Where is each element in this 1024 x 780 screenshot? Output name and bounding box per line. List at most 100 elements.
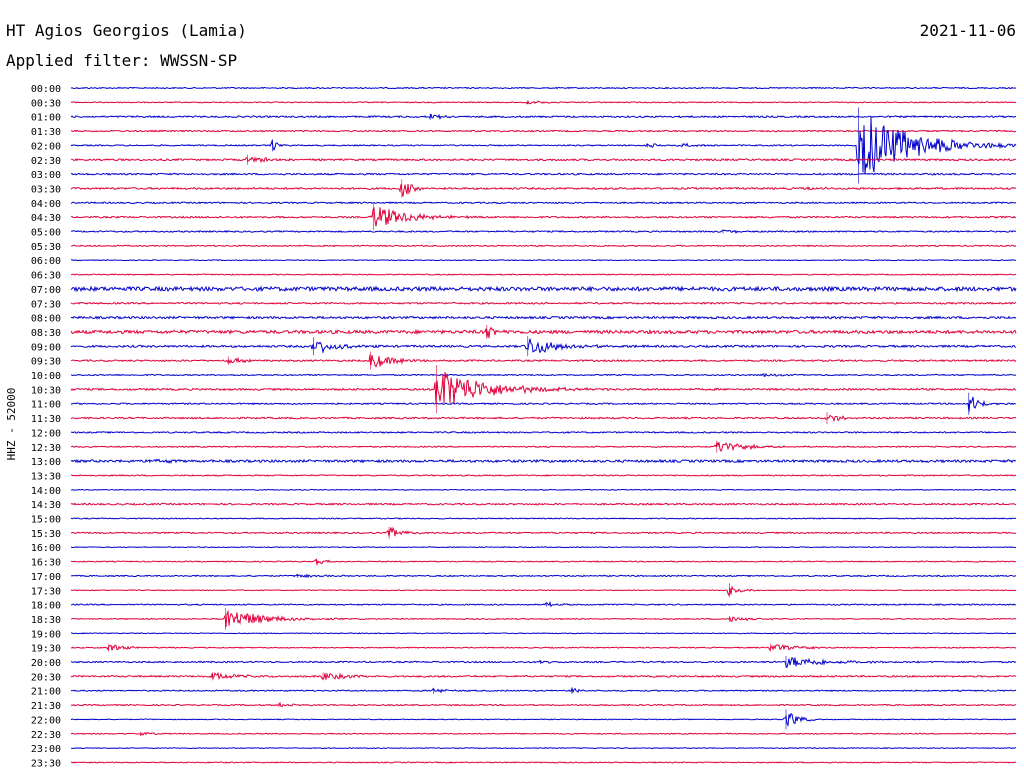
row-label: 13:30 xyxy=(31,471,61,482)
row-label: 08:30 xyxy=(31,328,61,339)
row-label: 05:30 xyxy=(31,242,61,253)
trace-row xyxy=(70,315,1017,320)
row-label: 16:30 xyxy=(31,558,61,569)
trace-row xyxy=(70,526,1017,537)
row-label: 09:30 xyxy=(31,357,61,368)
trace-row xyxy=(70,657,1017,669)
trace-row xyxy=(70,632,1017,635)
trace-row xyxy=(70,117,1017,174)
trace-row xyxy=(70,573,1017,579)
trace-row xyxy=(70,686,1017,694)
trace-row xyxy=(70,285,1017,293)
trace-row xyxy=(70,600,1017,608)
trace-row xyxy=(70,609,1017,628)
row-label: 17:30 xyxy=(31,586,61,597)
trace-row xyxy=(70,585,1017,597)
row-label: 07:00 xyxy=(31,285,61,296)
trace-row xyxy=(70,414,1017,423)
row-label: 03:00 xyxy=(31,170,61,181)
row-label: 10:00 xyxy=(31,371,61,382)
row-label: 22:30 xyxy=(31,730,61,741)
plot-date: 2021-11-06 xyxy=(920,21,1016,40)
row-label: 01:00 xyxy=(31,113,61,124)
trace-row xyxy=(70,372,1017,378)
row-label: 20:30 xyxy=(31,672,61,683)
row-label: 21:30 xyxy=(31,701,61,712)
row-label: 13:00 xyxy=(31,457,61,468)
row-label: 19:00 xyxy=(31,629,61,640)
trace-row xyxy=(70,546,1017,549)
filter-label: Applied filter: WWSSN-SP xyxy=(6,51,237,70)
row-label: 12:00 xyxy=(31,428,61,439)
row-label: 18:00 xyxy=(31,601,61,612)
row-label: 10:30 xyxy=(31,385,61,396)
trace-row xyxy=(70,458,1017,464)
trace-row xyxy=(70,644,1017,652)
row-label: 00:30 xyxy=(31,98,61,109)
trace-row xyxy=(70,259,1017,262)
row-label: 06:30 xyxy=(31,271,61,282)
trace-row xyxy=(70,488,1017,491)
row-label: 01:30 xyxy=(31,127,61,138)
row-label: 05:00 xyxy=(31,228,61,239)
trace-row xyxy=(70,396,1017,412)
row-label: 04:00 xyxy=(31,199,61,210)
trace-row xyxy=(70,338,1017,354)
trace-row xyxy=(70,113,1017,121)
trace-row xyxy=(70,201,1017,205)
trace-row xyxy=(70,732,1017,736)
row-label: 00:00 xyxy=(31,84,61,95)
traces xyxy=(70,86,1017,764)
row-label: 11:00 xyxy=(31,400,61,411)
row-label: 04:30 xyxy=(31,213,61,224)
trace-row xyxy=(70,129,1017,133)
row-label: 06:00 xyxy=(31,256,61,267)
station-title: HT Agios Georgios (Lamia) xyxy=(6,21,247,40)
channel-label: HHZ - 52000 xyxy=(5,388,18,461)
trace-row xyxy=(70,761,1017,764)
row-label: 07:30 xyxy=(31,299,61,310)
row-label: 23:00 xyxy=(31,744,61,755)
row-label: 18:30 xyxy=(31,615,61,626)
trace-row xyxy=(70,747,1017,750)
row-label: 20:00 xyxy=(31,658,61,669)
row-labels: 00:00 00:30 01:00 01:30 02:00 02:30 03:00 03:30… xyxy=(31,84,61,769)
trace-row xyxy=(70,326,1017,339)
trace-row xyxy=(70,474,1017,477)
trace-row xyxy=(70,701,1017,708)
row-label: 02:00 xyxy=(31,141,61,152)
row-label: 21:00 xyxy=(31,687,61,698)
row-label: 16:00 xyxy=(31,543,61,554)
trace-row xyxy=(70,184,1017,197)
trace-row xyxy=(70,372,1017,405)
trace-row xyxy=(70,430,1017,434)
trace-row xyxy=(70,517,1017,520)
row-label: 09:00 xyxy=(31,342,61,353)
trace-row xyxy=(70,172,1017,176)
trace-row xyxy=(70,229,1017,234)
row-label: 23:30 xyxy=(31,758,61,769)
row-label: 14:00 xyxy=(31,486,61,497)
row-label: 15:00 xyxy=(31,515,61,526)
row-label: 14:30 xyxy=(31,500,61,511)
trace-row xyxy=(70,100,1017,105)
row-label: 12:30 xyxy=(31,443,61,454)
trace-row xyxy=(70,206,1017,227)
trace-row xyxy=(70,440,1017,453)
trace-row xyxy=(70,502,1017,506)
trace-row xyxy=(70,558,1017,567)
trace-row xyxy=(70,86,1017,90)
trace-row xyxy=(70,244,1017,248)
trace-row xyxy=(70,712,1017,727)
row-label: 22:00 xyxy=(31,715,61,726)
row-label: 02:30 xyxy=(31,156,61,167)
row-label: 08:00 xyxy=(31,314,61,325)
trace-row xyxy=(70,354,1017,368)
row-label: 15:30 xyxy=(31,529,61,540)
row-label: 03:30 xyxy=(31,184,61,195)
trace-row xyxy=(70,671,1017,681)
row-label: 19:30 xyxy=(31,644,61,655)
trace-row xyxy=(70,273,1017,276)
trace-row xyxy=(70,301,1017,305)
